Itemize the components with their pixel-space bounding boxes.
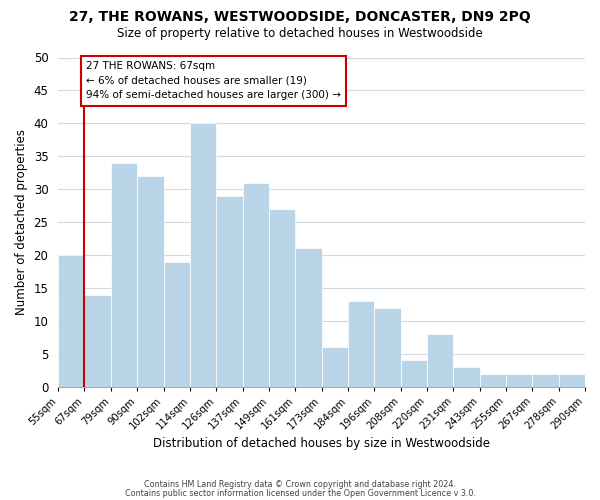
Bar <box>269 209 295 387</box>
Bar <box>295 248 322 387</box>
Bar <box>374 308 401 387</box>
Text: 27 THE ROWANS: 67sqm
← 6% of detached houses are smaller (19)
94% of semi-detach: 27 THE ROWANS: 67sqm ← 6% of detached ho… <box>86 61 341 100</box>
Bar <box>164 262 190 387</box>
Bar <box>532 374 559 387</box>
Text: Size of property relative to detached houses in Westwoodside: Size of property relative to detached ho… <box>117 28 483 40</box>
X-axis label: Distribution of detached houses by size in Westwoodside: Distribution of detached houses by size … <box>153 437 490 450</box>
Bar <box>190 124 216 387</box>
Bar <box>137 176 164 387</box>
Bar <box>111 163 137 387</box>
Bar <box>58 255 85 387</box>
Bar <box>453 367 479 387</box>
Bar <box>348 301 374 387</box>
Bar <box>559 374 585 387</box>
Bar <box>479 374 506 387</box>
Bar <box>242 182 269 387</box>
Bar <box>427 334 453 387</box>
Bar <box>506 374 532 387</box>
Text: 27, THE ROWANS, WESTWOODSIDE, DONCASTER, DN9 2PQ: 27, THE ROWANS, WESTWOODSIDE, DONCASTER,… <box>69 10 531 24</box>
Bar <box>322 348 348 387</box>
Text: Contains HM Land Registry data © Crown copyright and database right 2024.: Contains HM Land Registry data © Crown c… <box>144 480 456 489</box>
Y-axis label: Number of detached properties: Number of detached properties <box>15 129 28 315</box>
Bar <box>401 360 427 387</box>
Bar <box>216 196 242 387</box>
Bar <box>85 294 111 387</box>
Text: Contains public sector information licensed under the Open Government Licence v : Contains public sector information licen… <box>125 488 475 498</box>
